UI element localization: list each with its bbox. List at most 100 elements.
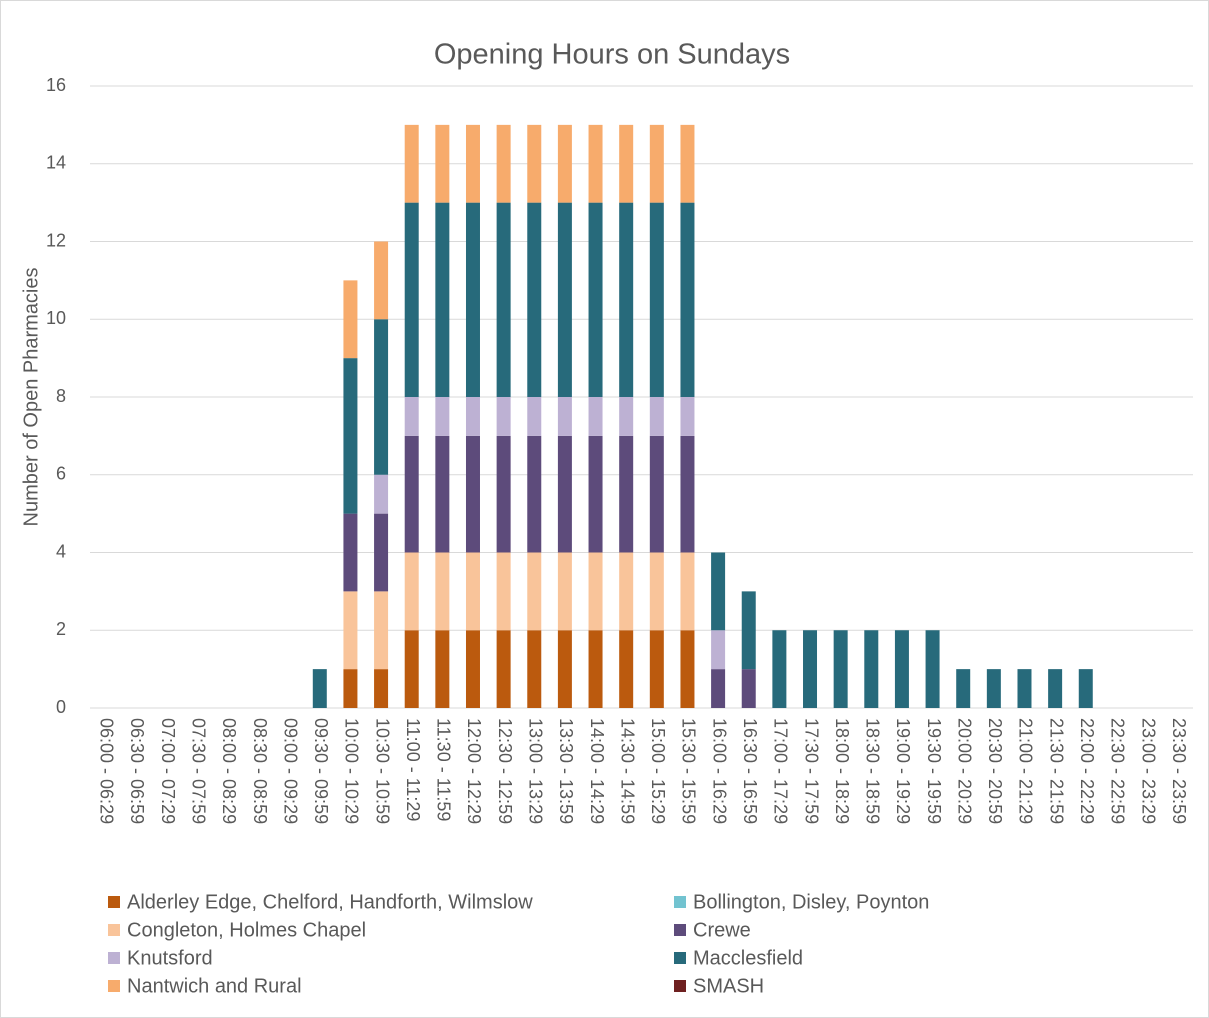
bar-segment [527, 552, 542, 631]
bar-segment [465, 552, 480, 631]
legend-label: Alderley Edge, Chelford, Handforth, Wilm… [127, 891, 533, 913]
x-tick-label: 07:00 - 07:29 [158, 718, 178, 824]
bar-segment [619, 552, 634, 631]
bar-segment [680, 397, 695, 436]
y-tick-label: 8 [56, 386, 66, 406]
bar-segment [649, 630, 664, 708]
x-tick-label: 08:00 - 08:29 [219, 718, 239, 824]
bar-segment [833, 630, 848, 708]
bar-segment [496, 630, 511, 708]
bar-segment [557, 397, 572, 436]
bar-segment [680, 202, 695, 397]
bar-segment [680, 552, 695, 631]
bar-segment [527, 630, 542, 708]
bar-segment [496, 435, 511, 553]
bar-segment [557, 552, 572, 631]
x-tick-label: 12:30 - 12:59 [495, 718, 515, 824]
x-tick-label: 22:30 - 22:59 [1108, 718, 1128, 824]
x-tick-label: 14:00 - 14:29 [587, 718, 607, 824]
bar-segment [465, 630, 480, 708]
legend-swatch [108, 980, 120, 992]
y-tick-label: 14 [46, 153, 66, 173]
legend-label: Knutsford [127, 947, 213, 969]
bar-segment [465, 435, 480, 553]
bar-segment [435, 630, 450, 708]
x-tick-label: 20:30 - 20:59 [985, 718, 1005, 824]
bar-segment [741, 591, 756, 670]
bar-segment [588, 630, 603, 708]
bar-segment [496, 397, 511, 436]
y-tick-label: 2 [56, 619, 66, 639]
bar-segment [588, 552, 603, 631]
bar-segment [343, 669, 358, 708]
bar-segment [649, 552, 664, 631]
bar-segment [956, 669, 971, 708]
bar-segment [496, 552, 511, 631]
x-tick-label: 16:00 - 16:29 [709, 718, 729, 824]
bar-segment [680, 435, 695, 553]
bar-segment [527, 202, 542, 397]
x-tick-label: 18:00 - 18:29 [832, 718, 852, 824]
legend-label: SMASH [693, 975, 764, 997]
bar-segment [803, 630, 818, 708]
x-tick-label: 21:30 - 21:59 [1046, 718, 1066, 824]
bar-segment [374, 669, 389, 708]
x-tick-label: 18:30 - 18:59 [863, 718, 883, 824]
bar-segment [588, 435, 603, 553]
legend-swatch [108, 952, 120, 964]
chart-title: Opening Hours on Sundays [434, 39, 790, 71]
legend-label: Congleton, Holmes Chapel [127, 919, 366, 941]
bar-segment [527, 397, 542, 436]
bar-segment [741, 669, 756, 708]
bar-segment [527, 435, 542, 553]
bar-segment [772, 630, 787, 708]
legend-swatch [674, 980, 686, 992]
bar-segment [619, 397, 634, 436]
bar-segment [925, 630, 940, 708]
x-tick-label: 11:00 - 11:29 [403, 718, 423, 821]
bar-segment [588, 124, 603, 203]
bar-segment [711, 630, 726, 670]
bar-segment [588, 202, 603, 397]
bar-segment [711, 552, 726, 631]
legend-label: Macclesfield [693, 947, 803, 969]
bar-segment [374, 319, 389, 475]
bar-segment [649, 202, 664, 397]
x-tick-label: 11:30 - 11:59 [434, 718, 454, 821]
x-tick-label: 06:00 - 06:29 [97, 718, 117, 824]
bar-segment [527, 124, 542, 203]
x-tick-label: 08:30 - 08:59 [250, 718, 270, 824]
bar-segment [619, 124, 634, 203]
bar-segment [557, 202, 572, 397]
bar-segment [619, 202, 634, 397]
y-tick-label: 0 [56, 697, 66, 717]
bar-segment [496, 202, 511, 397]
legend-swatch [674, 924, 686, 936]
bar-segment [557, 124, 572, 203]
bar-segment [343, 591, 358, 670]
legend-label: Bollington, Disley, Poynton [693, 891, 929, 913]
bar-segment [435, 202, 450, 397]
x-tick-label: 12:00 - 12:29 [464, 718, 484, 824]
bar-segment [649, 435, 664, 553]
bar-segment [343, 513, 358, 592]
legend-label: Crewe [693, 919, 751, 941]
x-tick-label: 06:30 - 06:59 [127, 718, 147, 824]
bar-segment [435, 435, 450, 553]
bar-segment [404, 552, 419, 631]
bar-segment [465, 397, 480, 436]
y-tick-label: 6 [56, 464, 66, 484]
x-tick-label: 10:00 - 10:29 [342, 718, 362, 824]
bar-segment [1017, 669, 1032, 708]
bar-segment [343, 280, 358, 359]
y-tick-label: 10 [46, 308, 66, 328]
x-tick-label: 16:30 - 16:59 [740, 718, 760, 824]
bar-segment [374, 591, 389, 670]
x-tick-label: 23:00 - 23:29 [1138, 718, 1158, 824]
bar-segment [894, 630, 909, 708]
legend-swatch [108, 896, 120, 908]
bar-segment [1078, 669, 1093, 708]
x-tick-label: 17:00 - 17:29 [771, 718, 791, 824]
